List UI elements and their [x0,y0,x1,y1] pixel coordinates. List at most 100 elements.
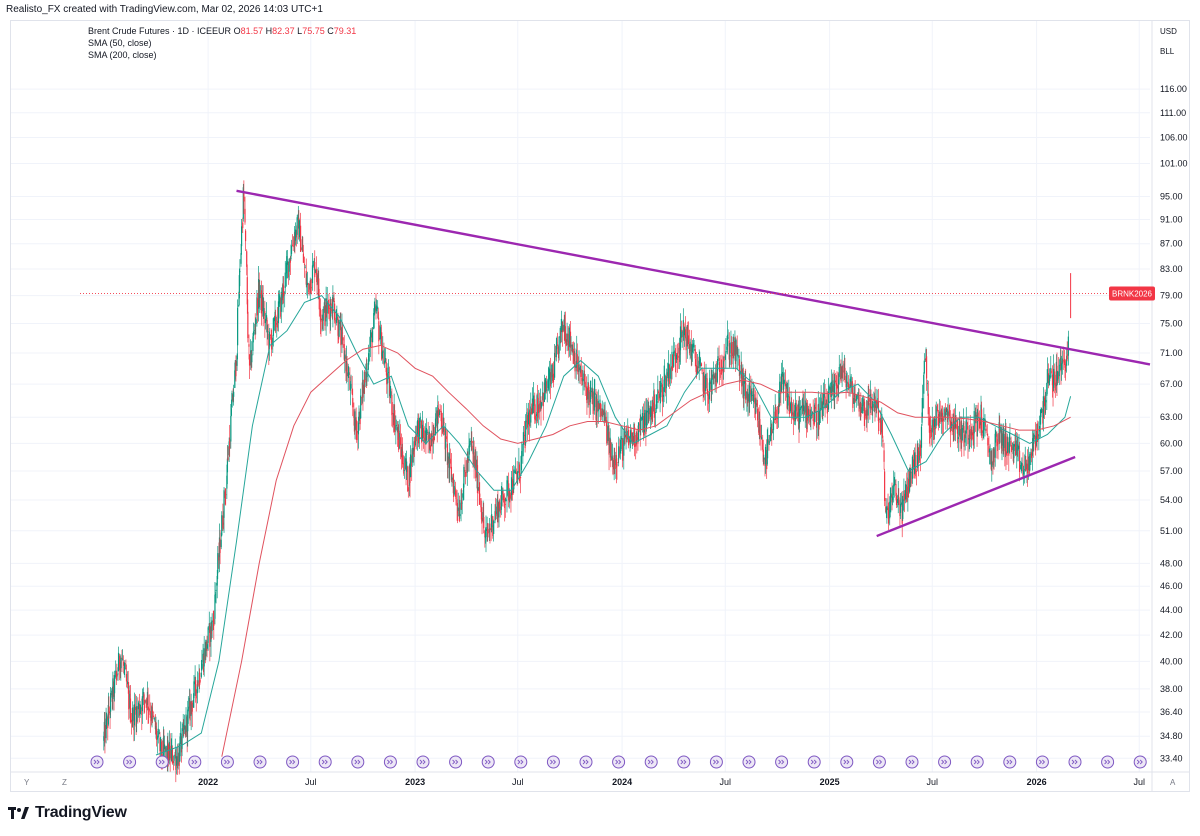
candle-body [429,445,432,452]
candle-body [580,369,582,377]
candle-body [199,680,201,682]
candle-body [990,451,992,470]
candle-body [285,262,288,274]
candle-body [238,275,240,299]
candle-body [451,476,453,480]
candle-body [733,341,735,356]
candle-body [387,372,390,373]
candle-body [592,392,594,414]
event-marker-icon[interactable] [872,755,886,769]
event-marker-icon[interactable] [775,755,789,769]
auto-scale-button[interactable]: A [1170,778,1176,787]
event-marker-icon[interactable] [449,755,463,769]
candle-body [262,299,264,317]
candle-body [183,725,185,730]
candle-body [764,447,767,465]
candle-body [481,517,483,522]
candle-body [209,626,211,647]
event-marker-icon[interactable] [318,755,332,769]
candle-body [302,249,304,251]
event-marker-icon[interactable] [677,755,691,769]
event-marker-icon[interactable] [90,755,104,769]
candle-body [925,349,927,358]
candle-body [290,257,292,260]
candle-body [956,424,958,430]
candle-body [880,420,882,435]
event-marker-icon[interactable] [546,755,560,769]
event-marker-icon[interactable] [1003,755,1017,769]
candle-body [336,314,338,321]
event-marker-icon[interactable] [351,755,365,769]
event-marker-icon[interactable] [188,755,202,769]
candle-body [301,247,303,250]
candle-body [600,411,602,417]
legend-sma200[interactable]: SMA (200, close) [88,50,157,60]
candle-body [233,391,235,397]
event-marker-icon[interactable] [416,755,430,769]
candle-body [694,349,696,359]
legend-close-value: 79.31 [333,26,357,36]
event-marker-icon[interactable] [644,755,658,769]
event-marker-icon[interactable] [253,755,267,769]
candle-body [435,407,437,420]
candle-body [454,487,456,489]
candle-body [1046,383,1048,396]
event-marker-arrow [582,759,589,765]
event-marker-icon[interactable] [514,755,528,769]
resistance-trendline [236,189,1151,366]
candle-body [395,425,398,426]
candle-body [637,422,640,440]
event-marker-icon[interactable] [709,755,723,769]
candle-body [1005,433,1007,455]
candle-body [770,427,772,430]
event-marker-icon[interactable] [742,755,756,769]
candle-body [812,412,814,422]
candle-body [839,364,841,368]
event-marker-icon[interactable] [579,755,593,769]
event-marker-icon[interactable] [383,755,397,769]
year-scale-button[interactable]: Y [24,778,30,787]
candle-body [711,378,713,389]
candles [103,180,1072,783]
candle-body [258,282,260,300]
candle-body [724,356,726,359]
candle-body [840,365,842,382]
unit-label[interactable]: BLL [1160,47,1175,56]
event-marker-icon[interactable] [481,755,495,769]
event-marker-icon[interactable] [220,755,234,769]
candle-body [431,432,433,447]
event-marker-icon[interactable] [123,755,137,769]
candle-body [472,448,475,455]
candle-body [925,356,928,379]
candle-body [873,401,875,404]
candle-body [565,339,568,346]
event-marker-icon[interactable] [1035,755,1049,769]
candle-body [582,379,584,382]
event-marker-icon[interactable] [1068,755,1082,769]
candle-body [883,450,885,462]
event-marker-icon[interactable] [612,755,626,769]
legend-sma50[interactable]: SMA (50, close) [88,38,152,48]
event-marker-icon[interactable] [807,755,821,769]
candle-body [714,373,716,379]
event-marker-icon[interactable] [155,755,169,769]
event-marker-icon[interactable] [286,755,300,769]
candle-body [846,381,848,384]
candle-body [533,395,535,406]
candle-body [834,380,836,383]
event-marker-icon[interactable] [840,755,854,769]
candle-body [927,393,929,415]
event-marker-icon[interactable] [938,755,952,769]
event-marker-icon[interactable] [905,755,919,769]
event-marker-icon[interactable] [1133,755,1147,769]
candle-body [189,701,191,721]
candle-body [506,480,509,484]
candle-body [731,352,733,359]
event-marker-icon[interactable] [970,755,984,769]
event-marker-icon[interactable] [1101,755,1115,769]
zoom-button[interactable]: Z [62,778,67,787]
candle-body [155,726,157,730]
currency-label[interactable]: USD [1160,27,1177,36]
candle-body [216,575,218,586]
